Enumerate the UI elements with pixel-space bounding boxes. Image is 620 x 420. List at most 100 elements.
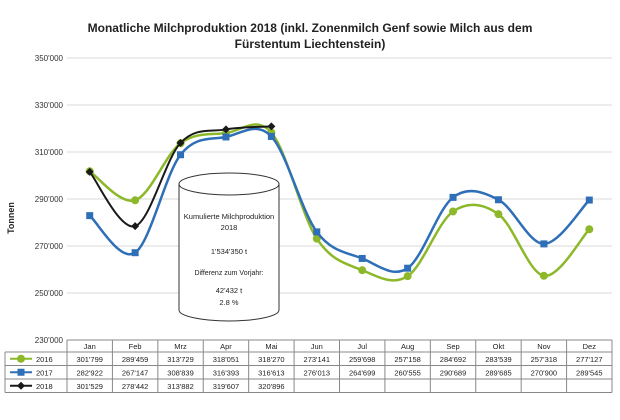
legend-key-marker xyxy=(17,368,25,376)
table-cell: 301'799 xyxy=(76,355,102,364)
x-tick-label: Jul xyxy=(357,342,367,351)
series-2017-point xyxy=(358,254,366,262)
y-tick-label: 350'000 xyxy=(35,54,64,63)
series-2016-point xyxy=(494,210,503,219)
series-2018-point xyxy=(267,122,276,131)
cylinder-body xyxy=(178,184,280,322)
series-2017-point xyxy=(267,132,275,140)
x-tick-label: Jun xyxy=(311,342,323,351)
table-cell: 316'393 xyxy=(213,368,239,377)
x-tick-label: Aug xyxy=(401,342,414,351)
series-2017-line xyxy=(88,127,591,274)
x-tick-label: Jan xyxy=(84,342,96,351)
table-cell: 289'685 xyxy=(485,368,511,377)
table-cell: 318'270 xyxy=(258,355,284,364)
legend-label-2016: 2016 xyxy=(36,355,53,364)
table-cell: 289'459 xyxy=(122,355,148,364)
annotation-diff-value: 42'432 t xyxy=(216,286,243,295)
series-2018-point xyxy=(221,125,230,134)
cumulative-production-cylinder: Kumulierte Milchproduktion 2018 1'534'35… xyxy=(178,172,280,322)
series-2018-point xyxy=(131,222,140,231)
x-tick-label: Mrz xyxy=(174,342,187,351)
cylinder-top xyxy=(178,172,280,196)
series-2017-point xyxy=(449,193,457,201)
y-tick-label: 270'000 xyxy=(35,242,64,251)
x-tick-label: Okt xyxy=(493,342,506,351)
table-cell: 319'607 xyxy=(213,382,239,391)
legend-label-2017: 2017 xyxy=(36,368,53,377)
y-gridlines xyxy=(67,57,612,341)
legend-key-marker xyxy=(17,381,25,390)
table-cell: 276'013 xyxy=(304,368,330,377)
series-2017-point xyxy=(494,196,502,204)
table-cell: 308'839 xyxy=(167,368,193,377)
table-cell: 318'051 xyxy=(213,355,239,364)
table-cell: 277'127 xyxy=(576,355,602,364)
table-cell: 282'922 xyxy=(76,368,102,377)
y-tick-label: 310'000 xyxy=(35,148,64,157)
legend-key-2016 xyxy=(10,354,32,363)
series-2017-point xyxy=(540,240,548,248)
x-tick-label: Feb xyxy=(129,342,142,351)
y-axis-tick-labels: 230'000 250'000 270'000 290'000 310'000 330'0… xyxy=(35,54,64,345)
series-2018-point xyxy=(176,138,185,147)
chart-title: Monatliche Milchproduktion 2018 (inkl. Z… xyxy=(0,20,620,52)
table-cell: 273'141 xyxy=(304,355,330,364)
series-2018-line xyxy=(88,125,272,228)
series-2016 xyxy=(85,123,594,282)
x-tick-label: Mai xyxy=(265,342,277,351)
series-2016-point xyxy=(449,207,458,216)
table-cell: 301'529 xyxy=(76,382,102,391)
series-2017-point xyxy=(131,249,139,257)
series-2018 xyxy=(85,122,276,231)
series-2017-point xyxy=(177,151,185,159)
legend-key-2018 xyxy=(10,381,32,390)
series-2017 xyxy=(86,127,593,274)
table-cell: 260'555 xyxy=(394,368,420,377)
series-2016-point xyxy=(358,266,367,275)
series-2016-point xyxy=(585,225,594,234)
annotation-heading-line-1: Kumulierte Milchproduktion xyxy=(184,212,274,221)
series-2017-point xyxy=(86,212,94,220)
table-cell: 289'545 xyxy=(576,368,602,377)
table-cell: 267'147 xyxy=(122,368,148,377)
x-tick-label: Nov xyxy=(537,342,551,351)
series-2017-point xyxy=(222,133,230,141)
y-tick-label: 250'000 xyxy=(35,289,64,298)
table-cell: 257'318 xyxy=(531,355,557,364)
table-cell: 284'692 xyxy=(440,355,466,364)
chart-title-line-2: Fürstentum Liechtenstein) xyxy=(234,37,386,51)
data-table: Jan Feb Mrz Apr Mai Jun Jul Aug Sep Okt Nov Dez 2016… xyxy=(4,339,613,393)
series-2016-point xyxy=(539,271,548,280)
table-cell: 283'539 xyxy=(485,355,511,364)
legend-label-2018: 2018 xyxy=(36,382,53,391)
table-cell: 290'689 xyxy=(440,368,466,377)
annotation-diff-label: Differenz zum Vorjahr: xyxy=(194,270,263,277)
series-2017-point xyxy=(585,196,593,204)
table-cell: 313'729 xyxy=(167,355,193,364)
x-tick-label: Sep xyxy=(446,342,459,351)
table-cell: 264'699 xyxy=(349,368,375,377)
series-lines xyxy=(85,122,594,282)
table-cell: 257'158 xyxy=(394,355,420,364)
y-tick-label: 230'000 xyxy=(35,336,64,345)
series-2017-point xyxy=(404,264,412,272)
annotation-diff-percent: 2.8 % xyxy=(219,298,239,307)
series-2017-point xyxy=(313,228,321,236)
y-tick-label: 290'000 xyxy=(35,195,64,204)
annotation-heading-line-2: 2018 xyxy=(221,223,238,232)
table-cell: 320'896 xyxy=(258,382,284,391)
series-2016-line xyxy=(88,123,591,282)
table-cell: 259'698 xyxy=(349,355,375,364)
legend-key-marker xyxy=(17,354,25,363)
series-2018-point xyxy=(85,167,94,176)
y-axis-label: Tonnen xyxy=(6,202,16,234)
y-tick-label: 330'000 xyxy=(35,101,64,110)
legend-key-2017 xyxy=(10,368,32,376)
x-tick-label: Apr xyxy=(220,342,232,351)
chart-title-line-1: Monatliche Milchproduktion 2018 (inkl. Z… xyxy=(87,21,533,35)
table-cell: 316'613 xyxy=(258,368,284,377)
x-tick-label: Dez xyxy=(583,342,597,351)
series-2016-point xyxy=(403,272,412,281)
